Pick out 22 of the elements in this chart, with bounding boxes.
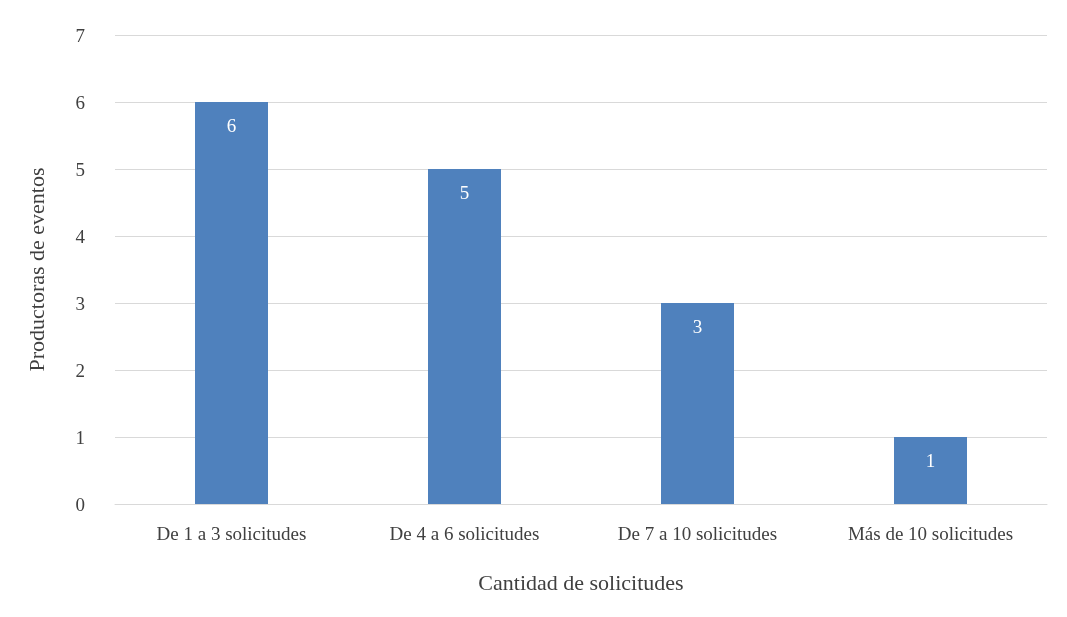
x-tick-label: De 4 a 6 solicitudes xyxy=(389,523,540,544)
y-tick-label: 6 xyxy=(75,91,85,113)
data-label: 1 xyxy=(925,450,936,471)
x-axis-title: Cantidad de solicitudes xyxy=(478,569,684,595)
bar xyxy=(894,437,967,504)
bar xyxy=(661,303,734,504)
x-tick-label: Más de 10 solicitudes xyxy=(847,523,1014,544)
data-label: 6 xyxy=(226,115,237,136)
y-tick-label: 5 xyxy=(75,158,85,180)
y-tick-label: 7 xyxy=(75,24,85,46)
x-tick-label: De 1 a 3 solicitudes xyxy=(156,523,307,544)
y-axis-title: Productoras de eventos xyxy=(23,167,49,372)
y-tick-label: 4 xyxy=(75,225,86,247)
data-label: 3 xyxy=(692,316,703,337)
y-tick-label: 1 xyxy=(75,426,85,448)
bar xyxy=(428,169,501,504)
y-tick-label: 2 xyxy=(75,359,85,381)
bar xyxy=(195,102,268,504)
y-tick-label: 3 xyxy=(75,292,85,314)
y-tick-label: 0 xyxy=(75,493,85,515)
x-tick-label: De 7 a 10 solicitudes xyxy=(617,523,778,544)
data-label: 5 xyxy=(459,182,470,203)
